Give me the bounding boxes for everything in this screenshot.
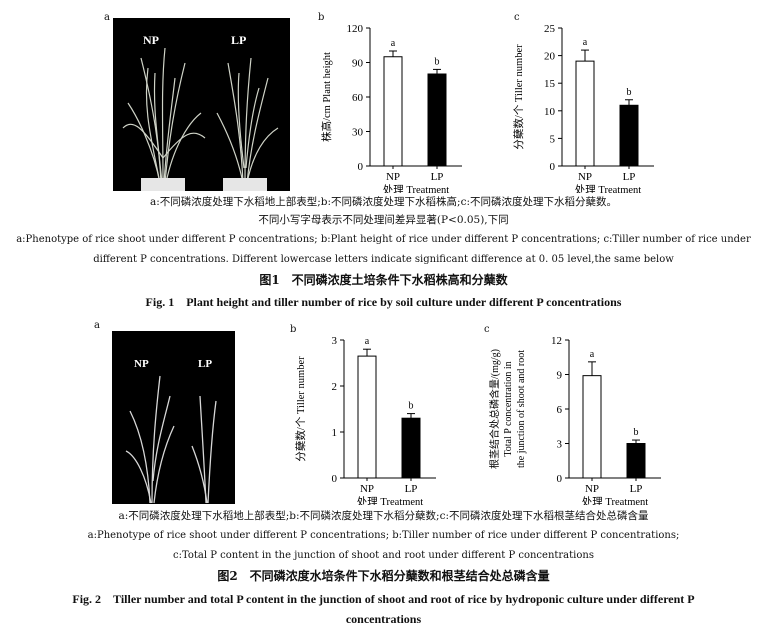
y-axis-label: Total P concentration in (503, 361, 514, 456)
fig2-phenotype-photo: NP LP (112, 331, 235, 504)
bar-np (357, 355, 377, 479)
bar-lp (401, 417, 421, 479)
fig2-np-photo-label: NP (134, 358, 149, 370)
bar-lp (626, 443, 646, 479)
x-tick-label: NP (360, 483, 374, 495)
fig2-caption-en-1: a:Phenotype of rice shoot under differen… (87, 530, 680, 541)
y-tick-label: 2 (332, 381, 338, 393)
bar-np (575, 60, 595, 167)
y-axis-label: 分蘖数/个 Tiller number (512, 44, 525, 150)
x-axis-label: 处理 Treatment (582, 496, 648, 505)
bar-np (582, 375, 602, 479)
y-tick-label: 3 (557, 439, 563, 451)
fig1-np-photo-label: NP (143, 33, 159, 47)
y-axis-label: 根茎结合处总磷含量/(mg/g) (488, 349, 501, 469)
fig1-lp-plant (216, 57, 279, 184)
bar-lp (619, 104, 639, 167)
y-tick-label: 3 (332, 335, 338, 347)
y-tick-label: 20 (544, 51, 556, 63)
sig-letter-lp: b (409, 401, 414, 412)
sig-letter-np: a (365, 336, 370, 347)
x-axis-label: 处理 Treatment (357, 496, 423, 505)
y-tick-label: 5 (550, 133, 556, 145)
y-tick-label: 25 (544, 23, 556, 35)
fig1-np-plant (122, 47, 206, 184)
fig1-panel-a-letter: a (104, 12, 110, 23)
sig-letter-lp: b (627, 87, 632, 98)
fig2-caption-cn-1: a:不同磷浓度处理下水稻地上部表型;b:不同磷浓度处理下水稻分蘖数;c:不同磷浓… (118, 510, 649, 522)
x-axis-label: 处理 Treatment (383, 184, 449, 193)
y-tick-label: 60 (352, 92, 364, 104)
sig-letter-np: a (583, 37, 588, 48)
fig1-title-en: Fig. 1 Plant height and tiller number of… (145, 295, 622, 309)
y-tick-label: 90 (352, 58, 364, 70)
y-tick-label: 30 (352, 127, 364, 139)
fig1-phenotype-photo: NP LP (113, 18, 290, 191)
fig2-panel-c-letter: c (484, 324, 490, 335)
y-tick-label: 120 (347, 23, 364, 35)
y-tick-label: 0 (358, 161, 364, 173)
fig1-panel-c-letter: c (514, 12, 520, 23)
bar-np (383, 56, 403, 167)
y-tick-label: 9 (557, 370, 563, 382)
sig-letter-lp: b (634, 427, 639, 438)
fig1-caption-en-2: different P concentrations. Different lo… (93, 254, 674, 265)
fig1-panel-b-letter: b (318, 12, 325, 23)
fig1-caption-cn-1: a:不同磷浓度处理下水稻地上部表型;b:不同磷浓度处理下水稻株高;c:不同磷浓度… (149, 196, 618, 208)
fig2-panel-a-letter: a (94, 320, 100, 331)
fig1-plant-illustration: NP LP (122, 33, 279, 191)
y-tick-label: 6 (557, 404, 563, 416)
y-axis-label: the junction of shoot and root (516, 350, 527, 468)
fig2-caption-en-2: c:Total P content in the junction of sho… (173, 550, 594, 561)
fig1-caption-en-1: a:Phenotype of rice shoot under differen… (16, 234, 751, 245)
x-tick-label: NP (578, 171, 592, 183)
fig2-lp-plant (191, 395, 217, 504)
fig1-lp-photo-label: LP (231, 33, 246, 47)
fig1-caption-cn-2: 不同小写字母表示不同处理间差异显著(P<0.05),下同 (258, 214, 509, 226)
bar-lp (427, 73, 447, 167)
fig2-plant-illustration: NP LP (125, 358, 217, 504)
fig2c-total-p-chart: 0 3 6 9 12 根茎结合处总磷含量/(mg/g) Total P concentrat… (488, 335, 661, 505)
fig2-title-cn: 图2 不同磷浓度水培条件下水稻分蘖数和根茎结合处总磷含量 (217, 569, 550, 583)
y-tick-label: 0 (550, 161, 556, 173)
sig-letter-lp: b (435, 56, 440, 67)
x-tick-label: NP (386, 171, 400, 183)
sig-letter-np: a (391, 38, 396, 49)
fig2-title-en-1: Fig. 2 Tiller number and total P content… (72, 592, 695, 606)
y-tick-label: 15 (544, 78, 556, 90)
y-tick-label: 0 (332, 473, 338, 485)
fig2-title-en-2: concentrations (345, 612, 422, 626)
fig2-np-plant (125, 375, 175, 504)
fig1-pots (141, 178, 267, 191)
y-tick-label: 10 (544, 106, 556, 118)
sig-letter-np: a (590, 349, 595, 360)
x-tick-label: NP (585, 483, 599, 495)
x-tick-label: LP (623, 171, 636, 183)
x-tick-label: LP (405, 483, 418, 495)
y-tick-label: 0 (557, 473, 563, 485)
y-tick-label: 12 (551, 335, 562, 347)
x-tick-label: LP (431, 171, 444, 183)
fig2-panel-b-letter: b (290, 324, 297, 335)
x-axis-label: 处理 Treatment (575, 184, 641, 193)
fig1-title-cn: 图1 不同磷浓度土培条件下水稻株高和分蘖数 (259, 273, 508, 287)
y-axis-label: 分蘖数/个 Tiller number (294, 356, 307, 462)
fig2-lp-photo-label: LP (198, 358, 212, 370)
y-tick-label: 1 (332, 427, 338, 439)
y-axis-label: 株高/cm Plant height (320, 52, 333, 142)
x-tick-label: LP (630, 483, 643, 495)
